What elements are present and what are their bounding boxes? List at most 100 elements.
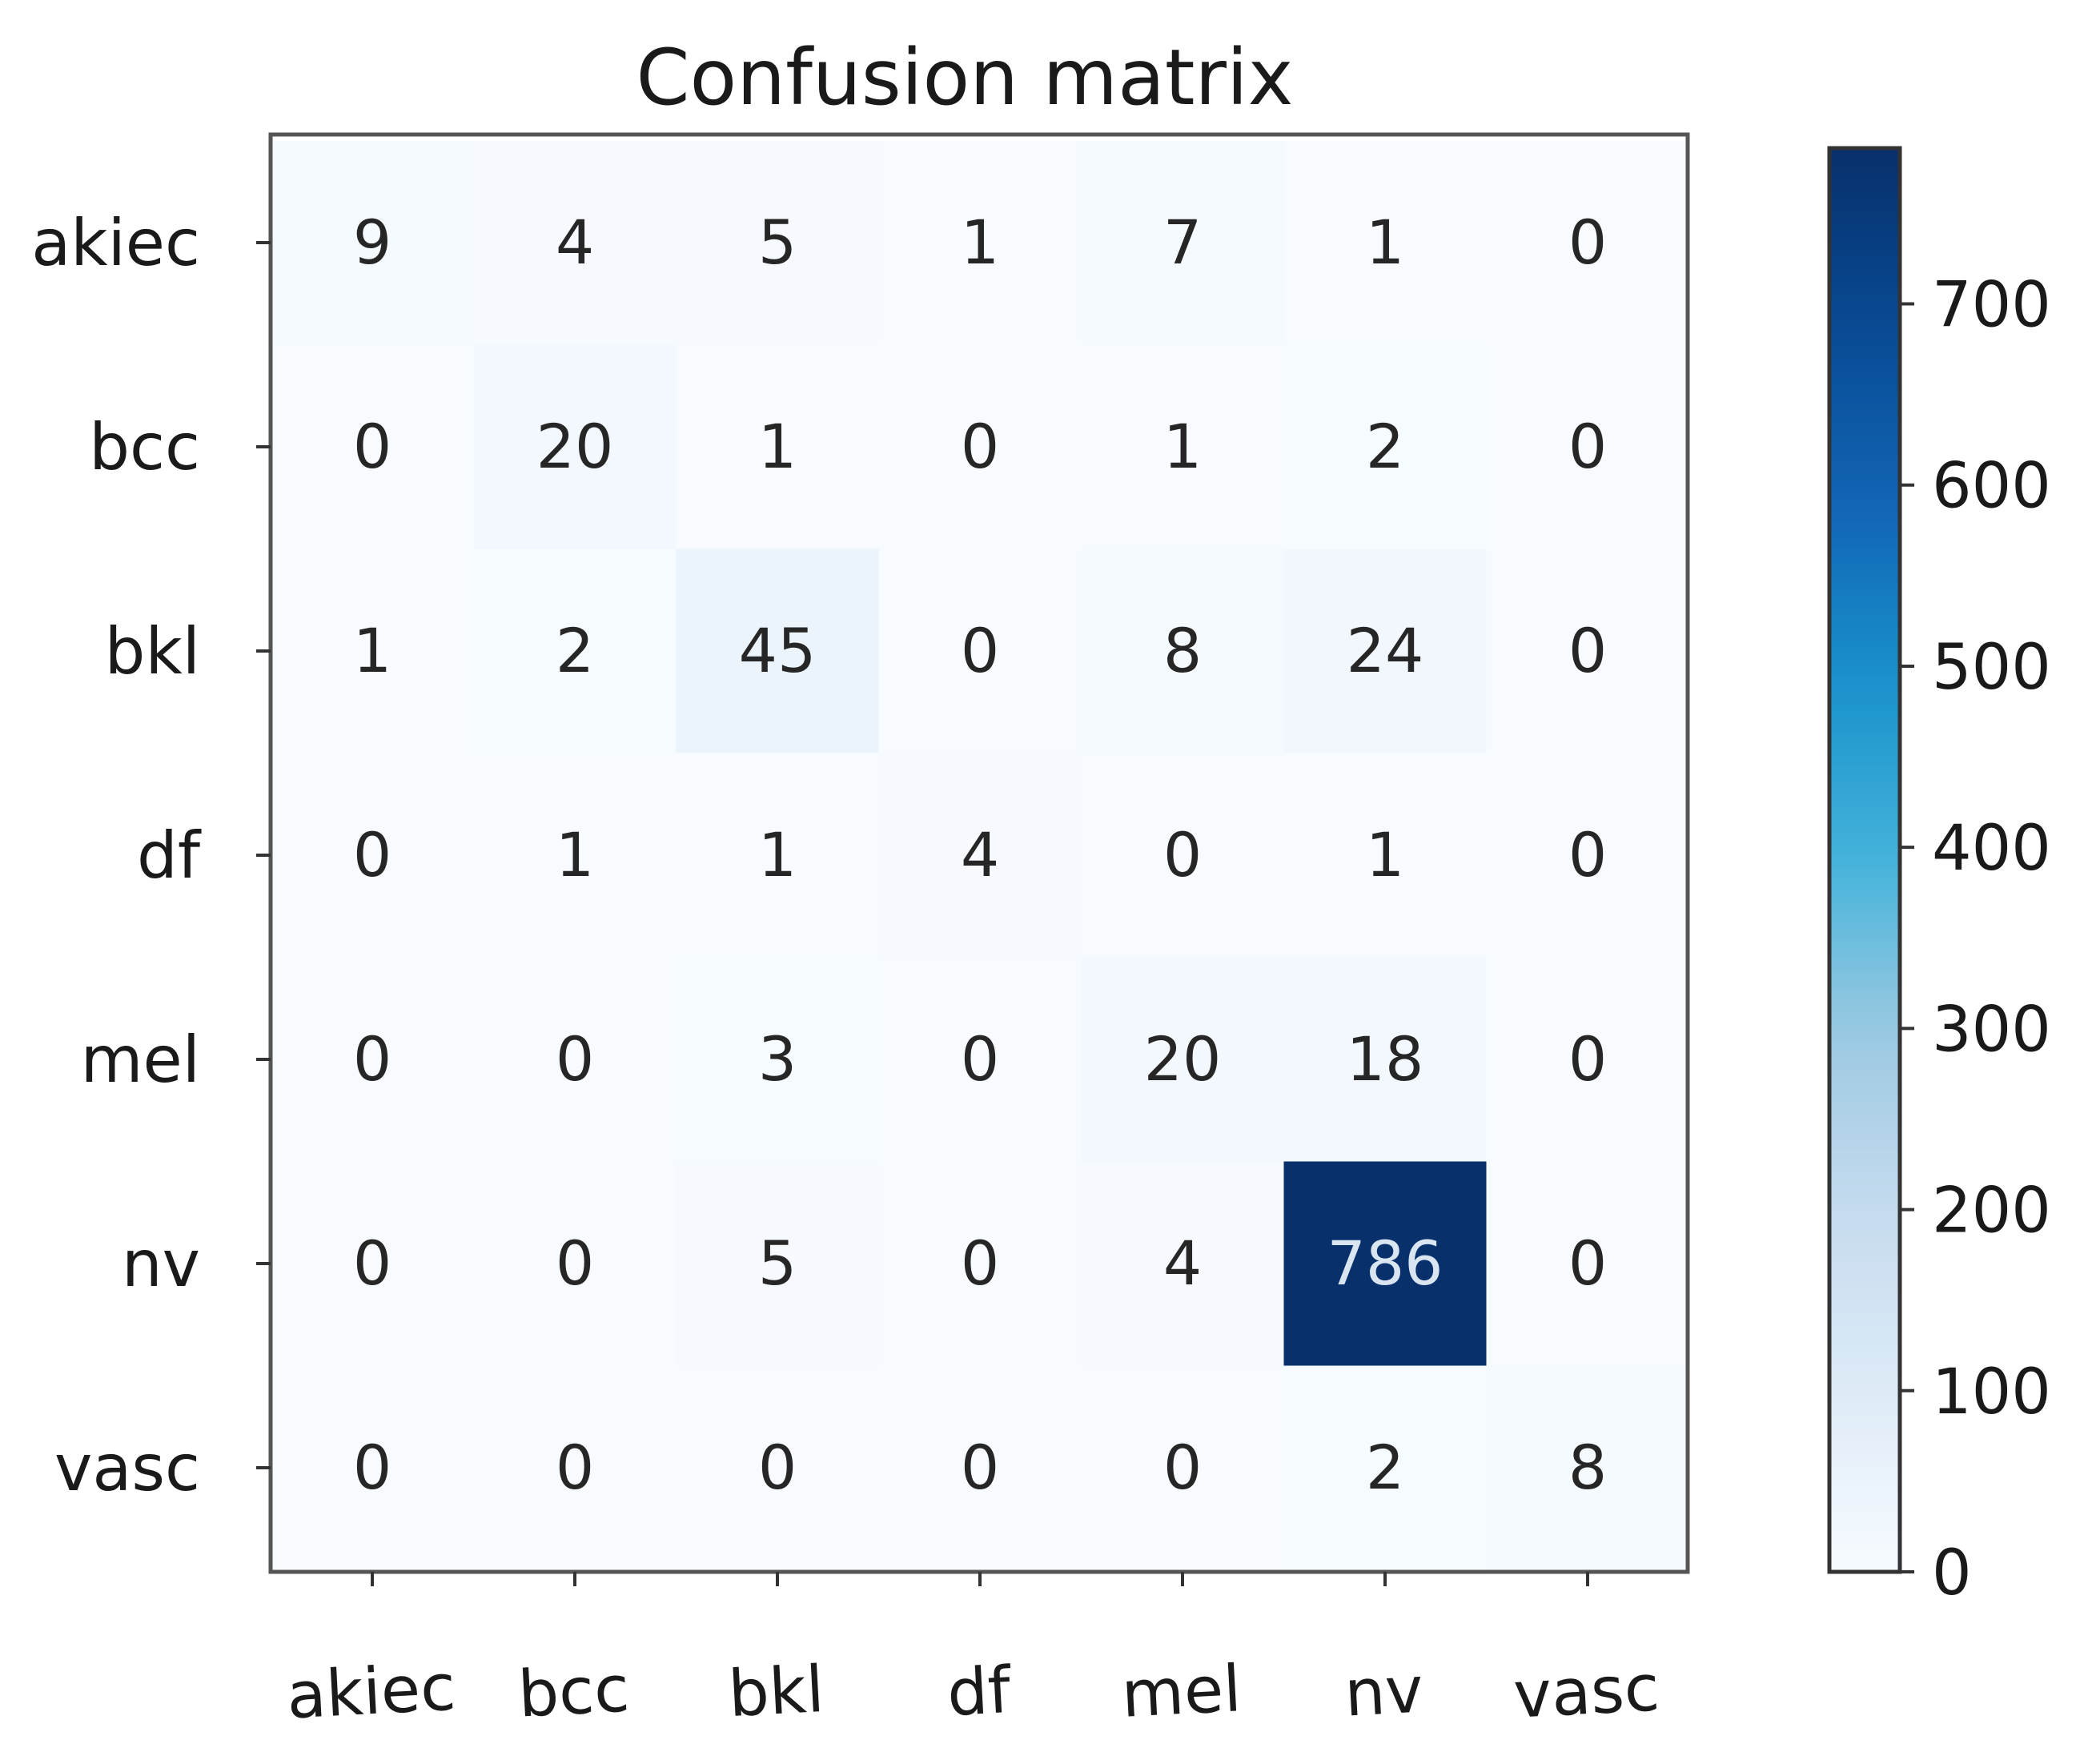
colorbar-gradient — [1827, 146, 1902, 1574]
cell-value-mel-bcc: 0 — [556, 1023, 594, 1095]
colorbar-tick-label-500: 500 — [1932, 632, 2051, 704]
colorbar-tick-label-400: 400 — [1932, 813, 2051, 885]
heatmap-cell-bkl-df — [878, 549, 1082, 753]
y-tick-label-bkl: bkl — [105, 614, 200, 689]
heatmap-cell-mel-bkl — [676, 957, 879, 1162]
heatmap-cell-nv-vasc — [1486, 1161, 1688, 1366]
heatmap-cell-mel-akiec — [271, 957, 474, 1162]
x-tick-label-df: df — [946, 1653, 1014, 1730]
colorbar-tick-label-600: 600 — [1932, 451, 2051, 523]
cell-value-nv-mel: 4 — [1163, 1228, 1202, 1299]
cell-value-bkl-bkl: 45 — [739, 615, 817, 686]
cell-value-vasc-mel: 0 — [1163, 1432, 1202, 1503]
heatmap-cell-bcc-mel — [1081, 344, 1284, 549]
cell-value-bkl-df: 0 — [961, 615, 999, 686]
cell-value-df-mel: 0 — [1163, 819, 1202, 890]
heatmap-cell-nv-df — [878, 1161, 1082, 1366]
y-tick-label-df: df — [137, 818, 202, 893]
colorbar: 0 100 200 300 400 500 600 700 — [1827, 146, 2051, 1609]
cell-value-vasc-df: 0 — [961, 1432, 999, 1503]
y-tick-label-mel: mel — [81, 1023, 200, 1097]
cell-value-mel-nv: 18 — [1347, 1023, 1424, 1095]
colorbar-tick-label-300: 300 — [1932, 994, 2051, 1066]
cell-value-vasc-akiec: 0 — [353, 1432, 391, 1503]
cell-value-akiec-df: 1 — [961, 207, 999, 278]
cell-value-mel-df: 0 — [961, 1023, 999, 1095]
heatmap-cell-nv-akiec — [271, 1161, 474, 1366]
heatmap-cell-akiec-nv — [1283, 140, 1487, 345]
cell-value-nv-vasc: 0 — [1568, 1228, 1607, 1299]
heatmap-cell-vasc-bkl — [676, 1365, 879, 1570]
heatmap-cell-vasc-bcc — [473, 1365, 677, 1570]
cell-value-vasc-nv: 2 — [1366, 1432, 1404, 1503]
cell-value-nv-akiec: 0 — [353, 1228, 391, 1299]
x-tick-label-vasc: vasc — [1512, 1650, 1661, 1732]
heatmap-cell-bkl-mel — [1081, 549, 1284, 753]
cell-value-akiec-bcc: 4 — [556, 207, 594, 278]
heatmap-cell-labels: 9 4 5 1 7 1 00 20 1 0 1 2 01 2 45 0 8 24 00 1 1 4 0 1 00 0 3 0 20 18 0… — [353, 207, 1607, 1503]
cell-value-vasc-bcc: 0 — [556, 1432, 594, 1503]
cell-value-mel-mel: 20 — [1144, 1023, 1222, 1095]
heatmap-cell-bcc-vasc — [1486, 344, 1688, 549]
x-tick-label-akiec: akiec — [285, 1650, 457, 1734]
heatmap-cell-bcc-bcc — [473, 344, 677, 549]
cell-value-akiec-vasc: 0 — [1568, 207, 1607, 278]
heatmap-cell-mel-vasc — [1486, 957, 1688, 1162]
heatmap-cell-bcc-nv — [1283, 344, 1487, 549]
x-tick-label-nv: nv — [1343, 1653, 1425, 1731]
cell-value-bkl-nv: 24 — [1347, 615, 1424, 686]
colorbar-tick-label-0: 0 — [1932, 1537, 1972, 1609]
heatmap-cell-df-nv — [1283, 753, 1487, 958]
cell-value-bcc-bcc: 20 — [536, 411, 614, 482]
cell-value-bkl-bcc: 2 — [556, 615, 594, 686]
heatmap-cell-nv-mel — [1081, 1161, 1284, 1366]
heatmap-cell-vasc-nv — [1283, 1365, 1487, 1570]
cell-value-bcc-nv: 2 — [1366, 411, 1404, 482]
heatmap-cell-bkl-vasc — [1486, 549, 1688, 753]
heatmap-cell-nv-bkl — [676, 1161, 879, 1366]
heatmap-cell-vasc-df — [878, 1365, 1082, 1570]
heatmap-cell-akiec-df — [878, 140, 1082, 345]
cell-value-df-bkl: 1 — [758, 819, 797, 890]
x-tick-label-mel: mel — [1120, 1651, 1243, 1732]
heatmap-cell-df-akiec — [271, 753, 474, 958]
cell-value-vasc-vasc: 8 — [1568, 1432, 1607, 1503]
x-tick-label-bkl: bkl — [727, 1652, 826, 1731]
cell-value-bcc-mel: 1 — [1163, 411, 1202, 482]
cell-value-bcc-vasc: 0 — [1568, 411, 1607, 482]
heatmap-cell-mel-df — [878, 957, 1082, 1162]
y-tick-label-vasc: vasc — [54, 1431, 200, 1505]
cell-value-akiec-akiec: 9 — [353, 207, 391, 278]
cell-value-nv-bcc: 0 — [556, 1228, 594, 1299]
heatmap-cell-df-bcc — [473, 753, 677, 958]
heatmap-cell-mel-nv — [1283, 957, 1487, 1162]
colorbar-tick-label-700: 700 — [1932, 270, 2051, 342]
heatmap-cell-bcc-akiec — [271, 344, 474, 549]
heatmap-cell-df-bkl — [676, 753, 879, 958]
heatmap-cells — [271, 140, 1688, 1570]
heatmap-cell-df-df — [878, 753, 1082, 958]
heatmap-cell-akiec-akiec — [271, 140, 474, 345]
colorbar-tick-label-200: 200 — [1932, 1175, 2051, 1248]
cell-value-bcc-akiec: 0 — [353, 411, 391, 482]
heatmap-cell-akiec-bkl — [676, 140, 879, 345]
heatmap-cell-akiec-mel — [1081, 140, 1284, 345]
y-tick-label-akiec: akiec — [31, 206, 200, 280]
cell-value-akiec-mel: 7 — [1163, 207, 1202, 278]
y-tick-label-bcc: bcc — [89, 410, 200, 484]
heatmap-cell-vasc-vasc — [1486, 1365, 1688, 1570]
cell-value-bkl-vasc: 0 — [1568, 615, 1607, 686]
heatmap-cell-bkl-bkl — [676, 549, 879, 753]
cell-value-bkl-akiec: 1 — [353, 615, 391, 686]
x-tick-label-bcc: bcc — [516, 1651, 631, 1731]
heatmap-cell-nv-bcc — [473, 1161, 677, 1366]
heatmap-cell-vasc-akiec — [271, 1365, 474, 1570]
heatmap-cell-vasc-mel — [1081, 1365, 1284, 1570]
cell-value-bcc-bkl: 1 — [758, 411, 797, 482]
cell-value-nv-df: 0 — [961, 1228, 999, 1299]
heatmap-cell-df-vasc — [1486, 753, 1688, 958]
cell-value-df-nv: 1 — [1366, 819, 1404, 890]
cell-value-df-bcc: 1 — [556, 819, 594, 890]
heatmap-cell-bcc-df — [878, 344, 1082, 549]
